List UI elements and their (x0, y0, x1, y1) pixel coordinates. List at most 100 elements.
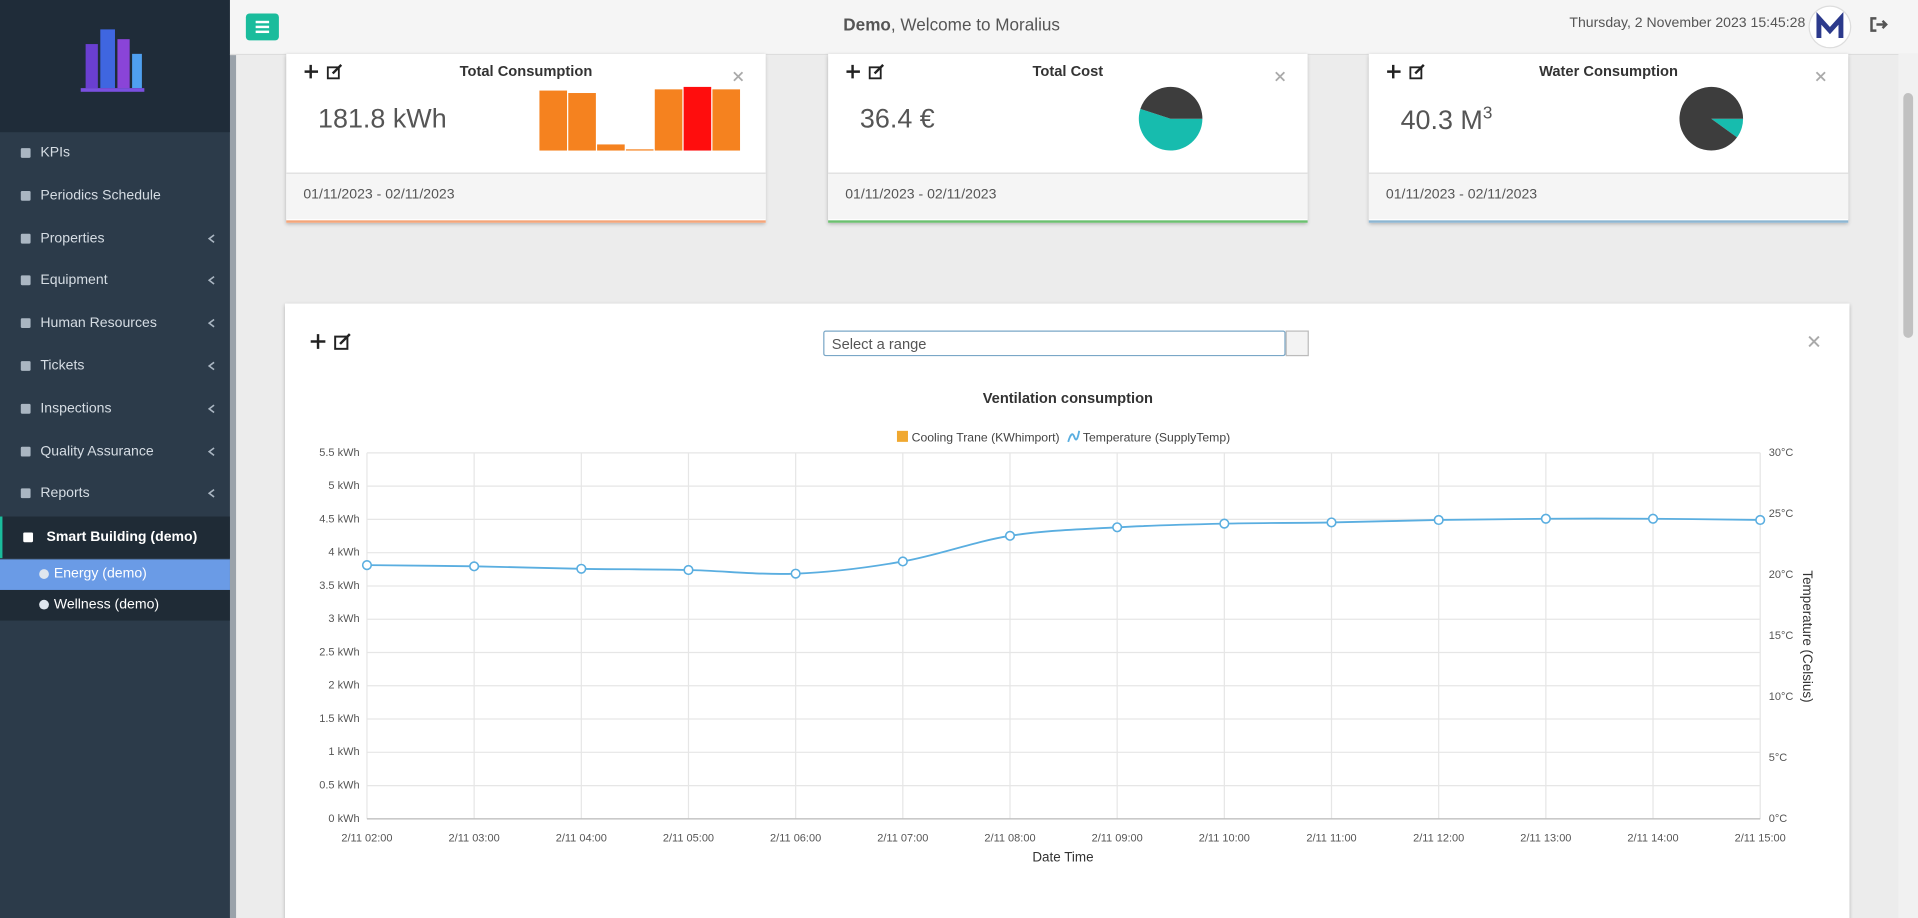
point (790, 568, 801, 579)
point (1004, 530, 1016, 541)
menu-label: Smart Building (demo) (46, 529, 198, 545)
header: Demo, Welcome to Moralius Thursday, 2 No… (229, 0, 1918, 56)
y2-tick-label: 20°C (1769, 569, 1794, 581)
chart: Ventilation consumption Date Time Temper… (319, 391, 1815, 865)
point (469, 561, 480, 572)
chevron (207, 473, 215, 515)
welcome-text: , Welcome to Moralius (890, 14, 1060, 35)
menu-item[interactable]: Periodics Schedule (0, 175, 230, 217)
y-tick-label: 1 kWh (328, 746, 359, 758)
legend-label: Cooling Trane (KWhimport) (912, 430, 1060, 444)
menu-item[interactable]: Tickets (0, 345, 230, 387)
point (1647, 513, 1659, 524)
avatar[interactable] (1808, 5, 1852, 49)
y2-axis-label: Temperature (Celsius) (1800, 570, 1815, 702)
y-tick-label: 3.5 kWh (319, 580, 359, 592)
y-tick-label: 5.5 kWh (319, 447, 359, 459)
mini-bar (683, 86, 712, 151)
y-tick-label: 3 kWh (328, 613, 359, 625)
card-footer: 01/11/2023 - 02/11/2023 (1368, 172, 1849, 220)
pie-slice (1138, 108, 1203, 151)
x-tick-label: 2/11 15:00 (1735, 832, 1786, 844)
x-tick-label: 2/11 02:00 (341, 832, 392, 844)
menu-item[interactable]: Equipment (0, 260, 230, 302)
mini-bar (654, 89, 683, 151)
x-tick-label: 2/11 11:00 (1306, 832, 1356, 844)
y2-tick-label: 15°C (1769, 630, 1794, 642)
close[interactable] (1808, 335, 1820, 348)
card-tools (845, 64, 889, 87)
card-date-range: 01/11/2023 - 02/11/2023 (303, 187, 455, 202)
submenu-item[interactable]: Wellness (demo) (0, 589, 230, 621)
y-tick-label: 1.5 kWh (319, 713, 359, 725)
y-tick-label: 5 kWh (328, 480, 359, 492)
submenu-item[interactable]: Energy (demo) (0, 559, 230, 590)
point (1433, 514, 1444, 526)
y-tick-label: 0.5 kWh (319, 779, 359, 791)
y2-tick-label: 30°C (1769, 447, 1794, 459)
menu-icon (39, 569, 49, 579)
x-tick-label: 2/11 12:00 (1413, 832, 1464, 844)
sidebar: KPIs Periodics Schedule Properties Equipmen… (0, 0, 237, 918)
chart-title: Ventilation consumption (983, 391, 1153, 407)
pie-slice (1140, 86, 1203, 119)
card-tools (1386, 64, 1430, 87)
widget-tools[interactable] (309, 333, 358, 353)
menu-label: Tickets (40, 358, 85, 374)
mini-chart (1138, 86, 1203, 151)
card-value-sup: 3 (1482, 102, 1493, 123)
menu-item[interactable]: Quality Assurance (0, 430, 230, 472)
kpi-card: Total Cost 36.4 € 01/11/2023 - 02/11/2023 (828, 53, 1308, 223)
card-value: 181.8 kWh (318, 102, 447, 134)
kpi-card: Water Consumption 40.3 M3 01/11/2023 - 02/… (1368, 53, 1849, 223)
menu-item[interactable]: Reports (0, 473, 230, 515)
menu-label: Inspections (40, 401, 112, 416)
x-tick-label: 2/11 06:00 (770, 832, 821, 844)
menu-label: Reports (40, 486, 90, 502)
card-close (1275, 66, 1286, 88)
card-close (1815, 66, 1826, 88)
point (683, 564, 694, 576)
menu-label: Equipment (40, 273, 108, 289)
mini-bar (568, 93, 596, 151)
menu-item[interactable]: Human Resources (0, 303, 230, 345)
chart-widget: Select a range Ventilation consumption D… (285, 303, 1850, 918)
logout[interactable] (1869, 15, 1889, 35)
menu-icon (23, 532, 34, 543)
x-tick-label: 2/11 13:00 (1520, 832, 1571, 844)
point (1326, 517, 1337, 528)
pie-slice (1679, 86, 1744, 151)
legend-swatch (1067, 430, 1081, 443)
y-tick-label: 2.5 kWh (319, 646, 359, 658)
chevron (207, 345, 215, 387)
y-tick-label: 2 kWh (328, 680, 359, 692)
datetime: Thursday, 2 November 2023 15:45:28 (1569, 15, 1806, 31)
range-input[interactable]: Select a range (823, 330, 1286, 357)
menu-icon (20, 446, 31, 457)
y-tick-label: 4.5 kWh (319, 513, 359, 525)
calendar-button[interactable] (1285, 330, 1309, 357)
menu-icon (20, 190, 31, 201)
x-tick-label: 2/11 14:00 (1627, 832, 1678, 844)
kpi-card: Total Consumption 181.8 kWh 01/11/2023 - 0… (286, 53, 766, 223)
logo (80, 29, 145, 92)
point (1219, 518, 1230, 529)
menu-icon (20, 233, 31, 244)
mini-chart (539, 86, 741, 151)
menu-item[interactable]: Inspections (0, 388, 230, 430)
menu-toggle[interactable] (245, 13, 279, 41)
menu-icon (39, 599, 49, 610)
scrollbar (1898, 53, 1918, 918)
y2-tick-label: 5°C (1769, 752, 1788, 764)
x-tick-label: 2/11 07:00 (877, 832, 928, 844)
card-footer: 01/11/2023 - 02/11/2023 (828, 172, 1308, 220)
legend-label: Temperature (SupplyTemp) (1083, 430, 1230, 444)
x-tick-label: 2/11 03:00 (449, 832, 500, 844)
legend-swatch (896, 430, 908, 442)
menu-item[interactable]: KPIs (0, 132, 230, 174)
menu-item[interactable]: Properties (0, 217, 230, 259)
y2-tick-label: 25°C (1769, 508, 1794, 520)
point (1112, 522, 1123, 533)
menu-group[interactable]: Smart Building (demo) (0, 516, 230, 559)
